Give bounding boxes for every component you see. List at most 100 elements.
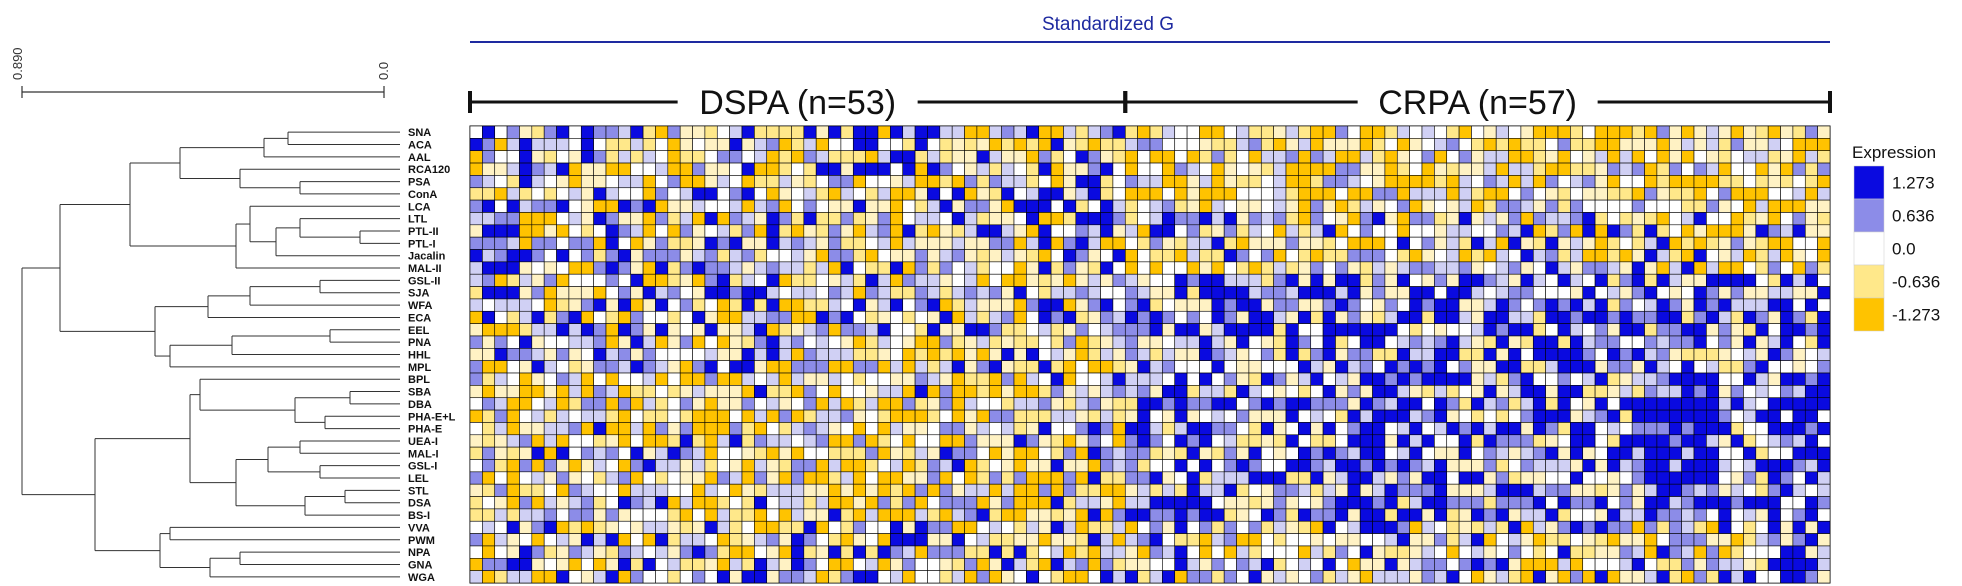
heatmap-cell — [803, 224, 817, 238]
heatmap-cell — [1285, 187, 1299, 201]
heatmap-cell — [1038, 150, 1052, 164]
heatmap-cell — [1804, 372, 1818, 386]
heatmap-cell — [1532, 236, 1546, 250]
heatmap-cell — [1026, 236, 1040, 250]
heatmap-cell — [1149, 397, 1163, 411]
heatmap-cell — [976, 335, 990, 349]
heatmap-cell — [1223, 471, 1237, 485]
heatmap-cell — [506, 409, 520, 423]
heatmap-cell — [902, 236, 916, 250]
heatmap-cell — [1285, 508, 1299, 522]
heatmap-cell — [1359, 570, 1373, 584]
heatmap-cell — [1520, 459, 1534, 473]
heatmap-cell — [1421, 150, 1435, 164]
heatmap-cell — [1199, 385, 1213, 399]
heatmap-cell — [568, 434, 582, 448]
heatmap-cell — [1730, 261, 1744, 275]
heatmap-cell — [1545, 533, 1559, 547]
heatmap-cell — [766, 310, 780, 324]
heatmap-cell — [1582, 471, 1596, 485]
heatmap-cell — [556, 385, 570, 399]
heatmap-cell — [1730, 570, 1744, 584]
heatmap-cell — [1557, 520, 1571, 534]
heatmap-cell — [1520, 471, 1534, 485]
heatmap-cell — [704, 557, 718, 571]
heatmap-cell — [1594, 273, 1608, 287]
heatmap-cell — [605, 212, 619, 226]
heatmap-cell — [1137, 162, 1151, 176]
heatmap-cell — [618, 138, 632, 152]
heatmap-cell — [865, 273, 879, 287]
heatmap-cell — [1767, 533, 1781, 547]
heatmap-cell — [1495, 224, 1509, 238]
heatmap-cell — [1236, 335, 1250, 349]
heatmap-cell — [642, 434, 656, 448]
heatmap-cell — [1693, 446, 1707, 460]
heatmap-cell — [494, 199, 508, 213]
heatmap-cell — [1730, 508, 1744, 522]
heatmap-cell — [840, 323, 854, 337]
heatmap-cell — [1013, 261, 1027, 275]
heatmap-cell — [1384, 446, 1398, 460]
heatmap-cell — [1298, 545, 1312, 559]
heatmap-cell — [1607, 533, 1621, 547]
heatmap-cell — [1582, 286, 1596, 300]
heatmap-cell — [1038, 335, 1052, 349]
heatmap-cell — [1508, 372, 1522, 386]
heatmap-cell — [852, 175, 866, 189]
heatmap-cell — [1162, 323, 1176, 337]
heatmap-cell — [556, 397, 570, 411]
heatmap-cell — [506, 187, 520, 201]
heatmap-cell — [1359, 323, 1373, 337]
heatmap-cell — [1409, 446, 1423, 460]
heatmap-cell — [865, 496, 879, 510]
heatmap-cell — [1199, 335, 1213, 349]
heatmap-cell — [1223, 175, 1237, 189]
heatmap-cell — [1570, 360, 1584, 374]
heatmap-cell — [865, 557, 879, 571]
heatmap-cell — [939, 409, 953, 423]
heatmap-cell — [568, 150, 582, 164]
heatmap-cell — [593, 508, 607, 522]
heatmap-cell — [1026, 508, 1040, 522]
heatmap-cell — [803, 459, 817, 473]
heatmap-cell — [494, 187, 508, 201]
heatmap-cell — [1124, 150, 1138, 164]
heatmap-cell — [1149, 236, 1163, 250]
heatmap-cell — [1582, 236, 1596, 250]
heatmap-cell — [1162, 261, 1176, 275]
heatmap-cell — [1693, 483, 1707, 497]
heatmap-cell — [1112, 335, 1126, 349]
heatmap-cell — [1780, 508, 1794, 522]
heatmap-cell — [803, 125, 817, 139]
heatmap-cell — [1656, 397, 1670, 411]
heatmap-cell — [1421, 459, 1435, 473]
heatmap-cell — [716, 273, 730, 287]
heatmap-cell — [1063, 125, 1077, 139]
heatmap-cell — [494, 273, 508, 287]
heatmap-cell — [1087, 212, 1101, 226]
heatmap-cell — [778, 224, 792, 238]
heatmap-cell — [716, 360, 730, 374]
heatmap-cell — [964, 372, 978, 386]
heatmap-cell — [1149, 434, 1163, 448]
heatmap-cell — [1570, 323, 1584, 337]
heatmap-cell — [1273, 545, 1287, 559]
heatmap-cell — [1038, 286, 1052, 300]
heatmap-cell — [630, 557, 644, 571]
heatmap-cell — [1570, 385, 1584, 399]
heatmap-cell — [1743, 348, 1757, 361]
heatmap-cell — [605, 545, 619, 559]
heatmap-cell — [1026, 422, 1040, 436]
heatmap-cell — [803, 520, 817, 534]
heatmap-cell — [1396, 236, 1410, 250]
heatmap-cell — [1248, 335, 1262, 349]
heatmap-cell — [1310, 323, 1324, 337]
heatmap-cell — [1223, 422, 1237, 436]
heatmap-cell — [828, 224, 842, 238]
heatmap-cell — [1681, 385, 1695, 399]
heatmap-cell — [1038, 323, 1052, 337]
heatmap-cell — [642, 236, 656, 250]
heatmap-cell — [531, 323, 545, 337]
heatmap-cell — [1347, 397, 1361, 411]
